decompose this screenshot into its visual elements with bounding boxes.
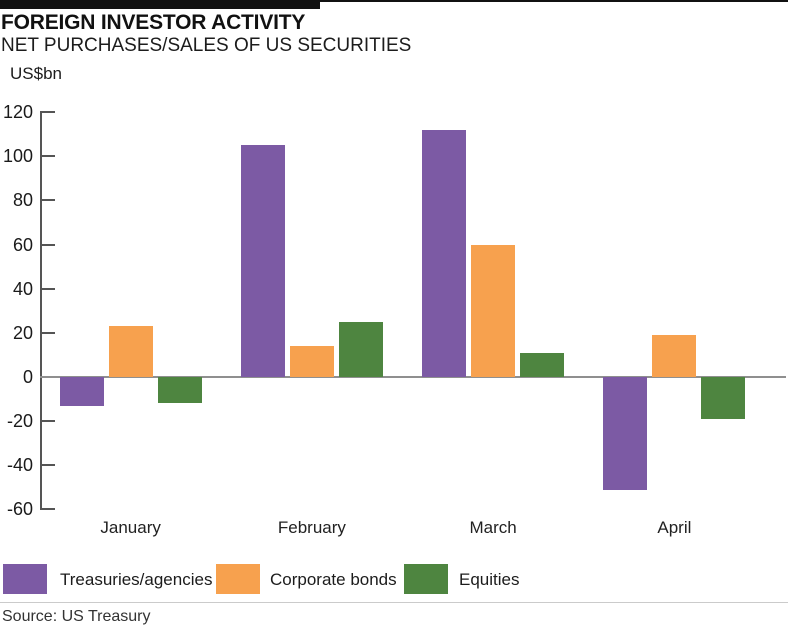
legend-swatch-corporate-bonds: [216, 564, 260, 594]
y-axis-tick: [40, 199, 55, 202]
y-axis-tick: [40, 111, 55, 113]
legend-label-equities: Equities: [459, 570, 520, 589]
y-axis-tick-label: 80: [12, 190, 33, 211]
y-axis-tick-label: -20: [6, 411, 33, 432]
y-axis-unit-label: US$bn: [10, 64, 62, 83]
y-axis-tick: [40, 508, 55, 511]
y-axis-tick: [40, 155, 55, 158]
bar-treasuries-agencies-january: [59, 377, 104, 406]
bar-corporate-bonds-march: [471, 244, 516, 377]
top-rule: [0, 0, 788, 2]
source-text: Source: US Treasury: [2, 608, 151, 625]
title-accent-bar: [0, 0, 320, 9]
x-axis-label-january: January: [100, 518, 161, 537]
y-axis-tick-label: 40: [12, 278, 33, 299]
bar-equities-april: [701, 377, 746, 419]
bar-equities-march: [520, 352, 565, 377]
y-axis-tick-label: 60: [12, 234, 33, 255]
y-axis-tick-label: -60: [6, 499, 33, 520]
legend-swatch-treasuries-agencies: [3, 564, 47, 594]
bar-treasuries-agencies-february: [240, 145, 285, 377]
y-axis-tick-label: 120: [2, 102, 33, 122]
y-axis-tick-label: 100: [2, 146, 33, 167]
x-axis-label-february: February: [277, 518, 346, 537]
y-axis-tick: [40, 331, 55, 334]
y-axis-tick: [40, 420, 55, 423]
x-axis-label-april: April: [657, 518, 692, 537]
bar-corporate-bonds-february: [289, 346, 334, 377]
y-axis-tick-label: 20: [12, 322, 33, 343]
chart-subtitle: NET PURCHASES/SALES OF US SECURITIES: [1, 35, 412, 56]
y-axis-tick: [40, 243, 55, 246]
legend-label-corporate-bonds: Corporate bonds: [270, 570, 397, 589]
bar-equities-february: [338, 321, 383, 377]
y-axis-line: [40, 112, 42, 510]
zero-baseline: [40, 376, 786, 378]
source-divider: [0, 602, 788, 603]
y-axis-tick-label: 0: [22, 367, 33, 387]
legend-label-treasuries-agencies: Treasuries/agencies: [60, 570, 213, 589]
legend-swatch-equities: [404, 564, 448, 594]
bar-treasuries-agencies-april: [603, 377, 648, 490]
y-axis-tick-label: -40: [6, 455, 33, 476]
bar-equities-january: [157, 377, 202, 404]
y-axis-tick: [40, 464, 55, 467]
page-title: FOREIGN INVESTOR ACTIVITY: [1, 11, 306, 34]
bar-corporate-bonds-january: [108, 326, 153, 377]
bar-corporate-bonds-april: [652, 335, 697, 377]
y-axis-tick: [40, 287, 55, 290]
bar-treasuries-agencies-march: [422, 129, 467, 377]
x-axis-label-march: March: [469, 518, 517, 537]
